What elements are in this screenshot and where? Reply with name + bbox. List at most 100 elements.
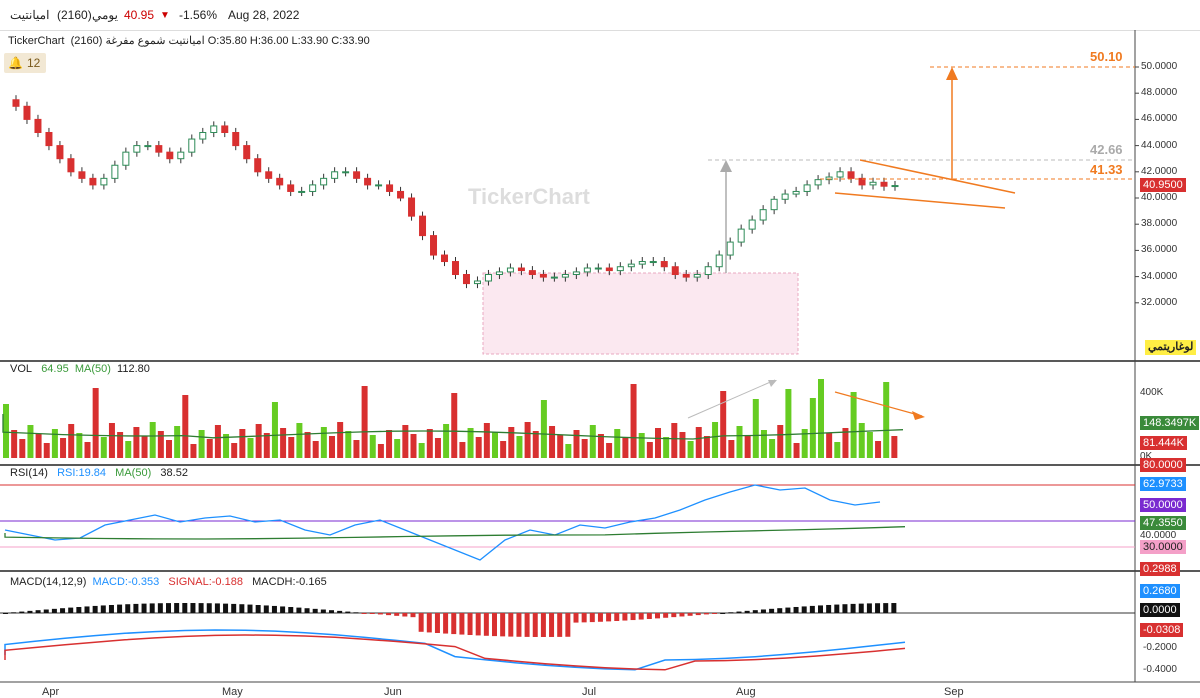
macd-histogram-bar (720, 612, 726, 614)
volume-bar (157, 431, 164, 458)
chart-date: Aug 28, 2022 (228, 8, 300, 22)
volume-bar (214, 425, 221, 458)
macd-histogram-bar (687, 613, 693, 616)
rsi-tick-40: 40.0000 (1140, 530, 1177, 541)
symbol-header: اميانتيت (2160) يومي 40.95 ▼ -1.56% Aug … (0, 0, 1200, 31)
candle-body (177, 151, 185, 160)
watermark-text: TickerChart (468, 184, 590, 209)
macd-histogram-bar (638, 613, 644, 620)
volume-bar (581, 439, 588, 458)
candle-body (34, 118, 42, 134)
macd-histogram-bar (418, 613, 424, 632)
month-label: Jul (582, 686, 597, 698)
volume-bar (663, 437, 670, 458)
macd-histogram-bar (288, 607, 294, 613)
candle-body (506, 267, 514, 273)
macd-histogram-bar (524, 613, 530, 637)
macd-signal-value: SIGNAL:-0.188 (168, 576, 243, 588)
chart-area[interactable]: TickerChart اميانتيت شموع مفرغة (2160) O… (0, 30, 1200, 698)
macd-histogram-bar (60, 608, 66, 613)
macd-histogram-bar (752, 610, 758, 613)
candle-body (353, 171, 361, 179)
macd-histogram-bar (785, 607, 791, 613)
volume-value: 64.95 (41, 363, 69, 375)
period-label[interactable]: يومي (92, 8, 118, 22)
price-tick-label: 34.0000 (1141, 270, 1178, 282)
volume-bar (100, 437, 107, 458)
price-tick-label: 44.0000 (1141, 139, 1178, 151)
macd-histogram-bar (271, 605, 277, 613)
rsi-ma-label: MA(50) (115, 467, 152, 479)
volume-bar (166, 440, 172, 458)
volume-bar (320, 427, 327, 458)
macd-histogram-bar (589, 613, 595, 623)
alerts-button[interactable]: 🔔 12 (4, 53, 46, 73)
volume-bar (198, 430, 205, 458)
volume-bar (769, 439, 776, 458)
macd-histogram-bar (875, 603, 881, 613)
symbol-name[interactable]: اميانتيت (10, 8, 50, 22)
macd-histogram-bar (263, 605, 269, 613)
chart-info: TickerChart اميانتيت شموع مفرغة (2160) O… (8, 35, 370, 48)
volume-bar (703, 436, 710, 458)
macd-histogram-bar (312, 608, 318, 613)
macd-histogram-bar (182, 603, 188, 613)
lower-trendline (834, 192, 1006, 209)
volume-bar (818, 379, 824, 458)
bell-icon: 🔔 (8, 56, 23, 70)
volume-bar (51, 429, 58, 458)
upper-trendline (859, 159, 1016, 194)
volume-bar (141, 436, 148, 458)
candle-body (517, 267, 525, 272)
macd-histogram-bar (190, 603, 196, 613)
consolidation-box (482, 272, 799, 355)
volume-bar (679, 432, 686, 458)
macd-histogram-bar (451, 613, 457, 635)
candle-body (188, 138, 196, 153)
macd-histogram-bar (320, 609, 326, 613)
month-label: Apr (42, 686, 60, 698)
volume-bar (174, 426, 181, 458)
chart-canvas[interactable] (0, 30, 1200, 698)
macd-histogram-bar (206, 603, 212, 613)
candle-body (276, 177, 284, 186)
volume-bar (858, 423, 865, 458)
macd-histogram-bar (68, 607, 74, 613)
volume-bar (60, 438, 67, 458)
volume-bar (744, 435, 751, 458)
log-scale-button[interactable]: لوغاريتمي (1145, 340, 1197, 355)
candle-body (364, 177, 372, 186)
volume-bar (117, 432, 124, 458)
volume-bar (483, 423, 490, 458)
volume-bar (736, 426, 743, 458)
macd-histogram-bar (760, 609, 766, 613)
volume-ma-badge: 148.3497K (1140, 416, 1200, 430)
macd-histogram-bar (459, 613, 465, 635)
macd-histogram-bar (223, 603, 229, 613)
volume-bar (263, 433, 270, 458)
candle-body (605, 267, 613, 272)
target-arrow-head (946, 67, 958, 80)
volume-bar (296, 423, 303, 458)
macd-histogram-bar (247, 604, 253, 613)
volume-bar (312, 441, 319, 458)
candle-body (265, 171, 273, 179)
candle-body (539, 274, 547, 278)
volume-bar (418, 443, 425, 458)
candle-body (671, 266, 679, 276)
volume-bar (622, 438, 629, 458)
macd-histogram-bar (850, 603, 856, 613)
volume-bar (84, 442, 91, 458)
macd-histogram-bar (695, 613, 701, 616)
volume-ma-line (2, 414, 904, 440)
macd-histogram-bar (166, 603, 171, 613)
candle-body (825, 176, 833, 181)
macd-histogram-bar (842, 604, 848, 613)
macd-signal-line (4, 634, 906, 671)
volume-bar (492, 432, 498, 458)
candle-body (166, 151, 174, 160)
macd-histogram-bar (581, 613, 587, 623)
volume-bar (27, 425, 34, 458)
candle-body (781, 193, 789, 200)
volume-bar (866, 432, 873, 458)
